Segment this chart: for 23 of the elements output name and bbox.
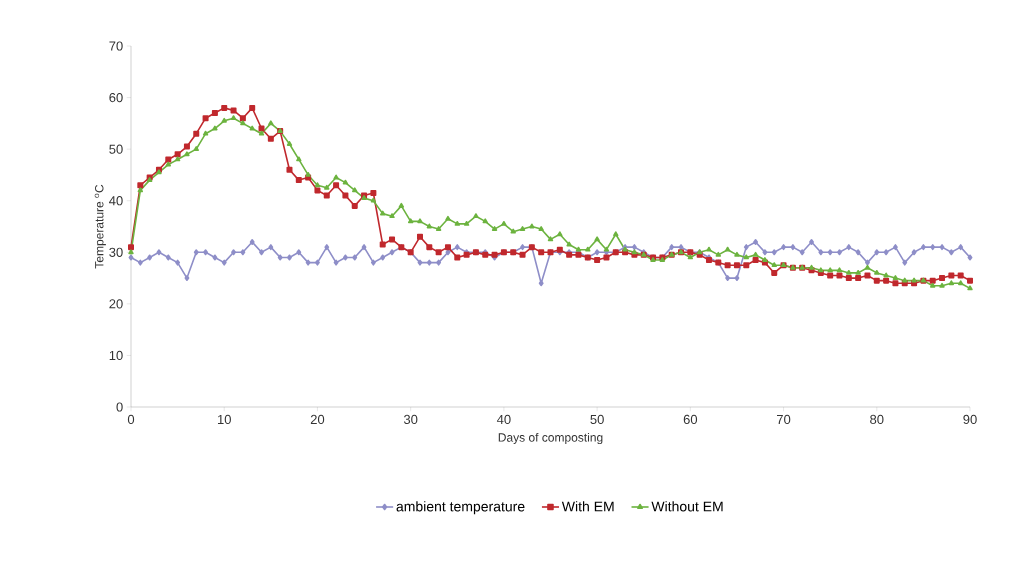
y-tick-label: 40 (109, 196, 123, 206)
y-tick-label: 60 (109, 92, 123, 103)
y-tick-label: 20 (109, 299, 123, 309)
x-tick-label: 40 (496, 414, 511, 424)
y-tick-label: 10 (109, 350, 123, 361)
x-tick-label: 50 (590, 414, 604, 424)
y-axis-title: Temperature $^{o}$C (94, 184, 106, 269)
x-tick-label: 60 (683, 414, 698, 424)
y-tick-label: 0 (116, 402, 123, 412)
legend-label: With EM (561, 501, 614, 512)
y-tick-label: 30 (109, 247, 123, 257)
x-tick-label: 0 (127, 414, 135, 424)
y-tick-label: 50 (109, 144, 123, 154)
y-tick-label: 70 (109, 41, 123, 51)
x-tick-label: 30 (403, 414, 418, 424)
legend-label: Without EM (651, 501, 723, 512)
x-tick-label: 90 (963, 414, 977, 424)
legend-label: ambient temperature (396, 501, 525, 515)
x-tick-label: 10 (217, 414, 231, 424)
x-tick-label: 70 (777, 414, 791, 424)
x-axis-title: Days of composting (498, 432, 603, 445)
x-tick-label: 80 (870, 414, 884, 424)
x-tick-label: 20 (310, 414, 325, 424)
